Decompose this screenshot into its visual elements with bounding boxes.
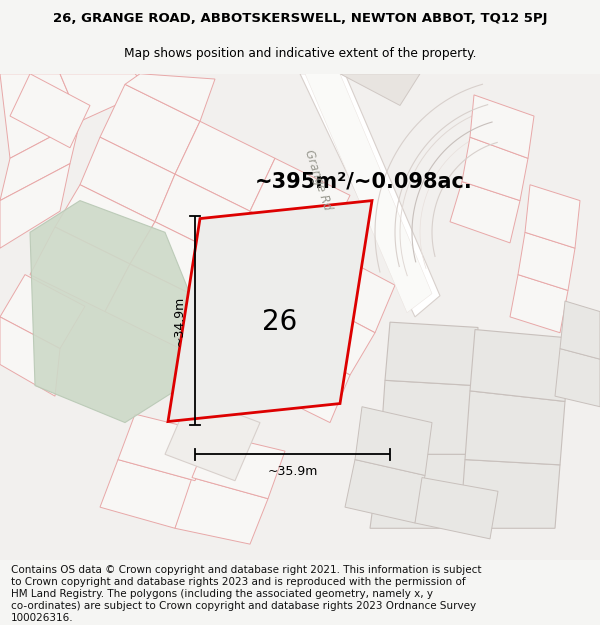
- Polygon shape: [205, 259, 305, 338]
- Text: HM Land Registry. The polygons (including the associated geometry, namely x, y: HM Land Registry. The polygons (includin…: [11, 589, 433, 599]
- Polygon shape: [100, 84, 200, 174]
- Polygon shape: [105, 264, 205, 349]
- Polygon shape: [250, 158, 350, 248]
- Polygon shape: [125, 74, 215, 121]
- Text: co-ordinates) are subject to Crown copyright and database rights 2023 Ordnance S: co-ordinates) are subject to Crown copyr…: [11, 601, 476, 611]
- Polygon shape: [60, 74, 150, 121]
- Polygon shape: [155, 174, 250, 259]
- Text: 26: 26: [262, 308, 298, 336]
- Polygon shape: [130, 222, 230, 301]
- Polygon shape: [0, 74, 80, 158]
- Text: to Crown copyright and database rights 2023 and is reproduced with the permissio: to Crown copyright and database rights 2…: [11, 577, 466, 587]
- Polygon shape: [355, 407, 432, 476]
- Polygon shape: [345, 459, 425, 523]
- Polygon shape: [525, 185, 580, 248]
- Text: ~34.9m: ~34.9m: [173, 296, 185, 346]
- Polygon shape: [0, 164, 70, 248]
- Polygon shape: [175, 121, 275, 211]
- Polygon shape: [340, 74, 420, 106]
- Polygon shape: [518, 232, 575, 291]
- Polygon shape: [465, 391, 565, 465]
- Polygon shape: [168, 201, 372, 421]
- Polygon shape: [385, 322, 478, 386]
- Polygon shape: [192, 433, 285, 499]
- Polygon shape: [0, 274, 85, 349]
- Text: 100026316.: 100026316.: [11, 612, 73, 622]
- Polygon shape: [30, 227, 130, 312]
- Polygon shape: [280, 296, 375, 375]
- Text: ~35.9m: ~35.9m: [268, 465, 317, 478]
- Polygon shape: [80, 137, 175, 222]
- Polygon shape: [305, 74, 432, 312]
- Polygon shape: [55, 185, 155, 264]
- Polygon shape: [560, 301, 600, 359]
- Polygon shape: [118, 414, 212, 481]
- Polygon shape: [10, 74, 90, 148]
- Polygon shape: [305, 248, 395, 332]
- Text: Contains OS data © Crown copyright and database right 2021. This information is : Contains OS data © Crown copyright and d…: [11, 564, 481, 574]
- Polygon shape: [0, 317, 60, 396]
- Polygon shape: [0, 121, 80, 201]
- Polygon shape: [230, 211, 325, 296]
- Polygon shape: [100, 459, 195, 528]
- Polygon shape: [30, 201, 195, 422]
- Polygon shape: [470, 95, 534, 158]
- Text: ~395m²/~0.098ac.: ~395m²/~0.098ac.: [255, 172, 473, 192]
- Polygon shape: [175, 478, 268, 544]
- Polygon shape: [555, 349, 600, 407]
- Polygon shape: [370, 454, 470, 528]
- Polygon shape: [255, 338, 350, 422]
- Polygon shape: [450, 182, 520, 243]
- Text: Map shows position and indicative extent of the property.: Map shows position and indicative extent…: [124, 47, 476, 59]
- Polygon shape: [470, 329, 570, 401]
- Polygon shape: [300, 74, 440, 317]
- Polygon shape: [510, 274, 568, 332]
- Polygon shape: [460, 459, 560, 528]
- Polygon shape: [415, 478, 498, 539]
- Polygon shape: [165, 396, 260, 481]
- Text: 26, GRANGE ROAD, ABBOTSKERSWELL, NEWTON ABBOT, TQ12 5PJ: 26, GRANGE ROAD, ABBOTSKERSWELL, NEWTON …: [53, 12, 547, 25]
- Polygon shape: [380, 380, 475, 454]
- Polygon shape: [180, 301, 280, 386]
- Text: Grange Rd: Grange Rd: [302, 148, 334, 211]
- Polygon shape: [462, 137, 528, 201]
